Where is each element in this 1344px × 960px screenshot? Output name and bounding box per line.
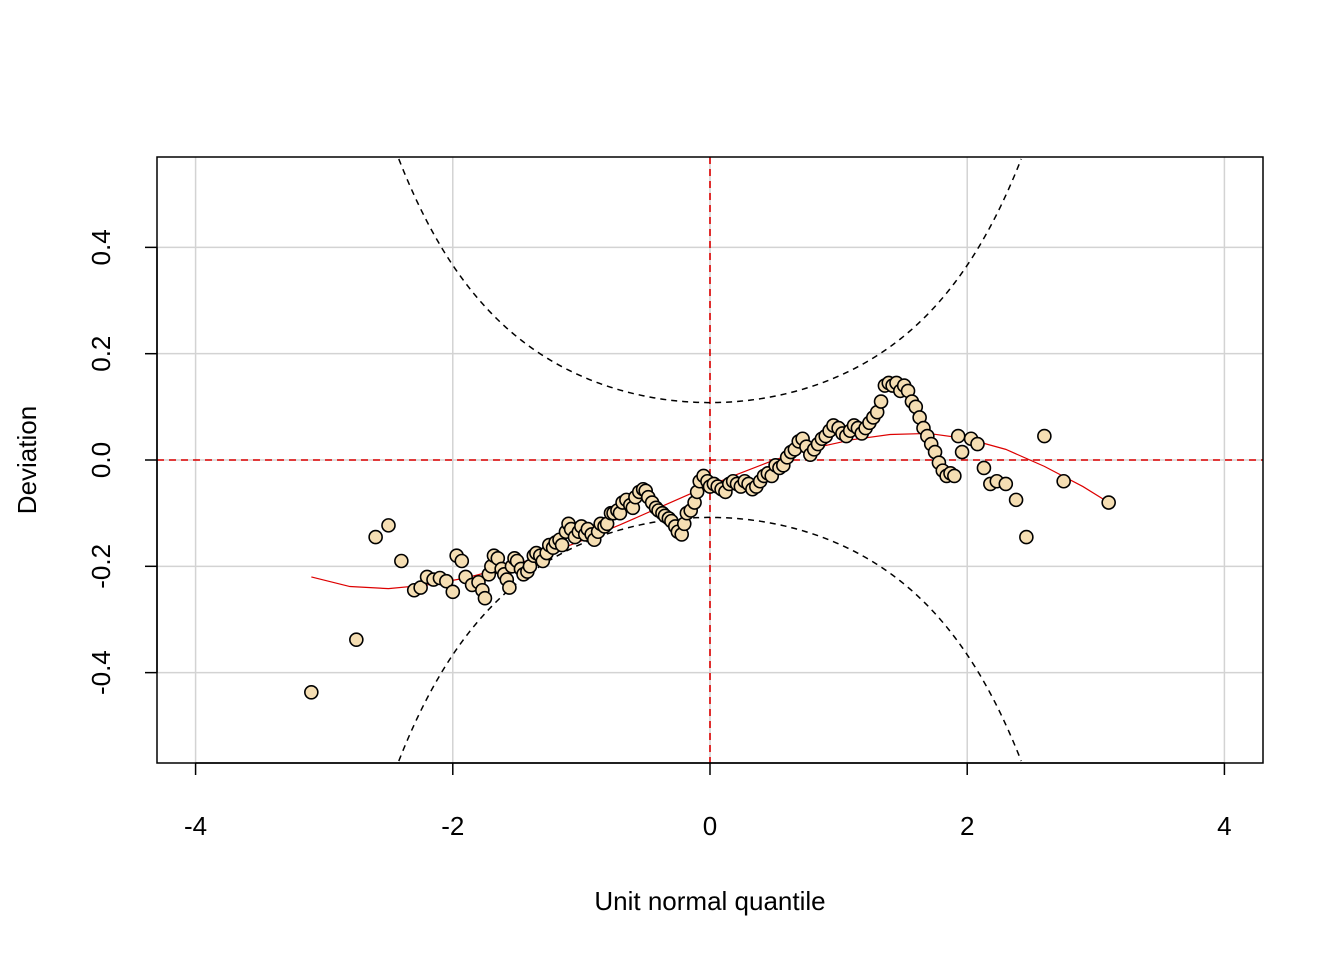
data-point [477,590,493,606]
data-point [950,428,966,444]
data-point [554,537,570,553]
x-tick-label: 4 [1217,811,1231,841]
y-axis: -0.4 -0.2 0.0 0.2 0.4 [86,229,158,695]
x-axis: -4 -2 0 2 4 [184,762,1232,841]
data-point [394,553,409,569]
data-point [1056,473,1071,489]
x-tick-label: 2 [960,811,974,841]
y-tick-label: 0.0 [86,442,116,478]
x-tick-label: 0 [703,811,717,841]
upper-confidence-curve [398,158,1022,404]
data-point [976,460,992,476]
y-tick-label: -0.2 [86,544,116,589]
data-point [304,684,319,700]
confidence-band [398,158,1022,762]
data-point [1101,495,1116,510]
x-tick-label: -4 [184,811,207,841]
y-tick-label: 0.4 [86,229,116,265]
lower-confidence-curve [398,516,1022,762]
data-point [439,573,454,589]
reference-lines [157,157,1263,763]
data-point [349,632,364,647]
data-point [970,436,985,452]
y-tick-label: -0.4 [86,650,116,695]
data-point [998,476,1014,492]
y-axis-title: Deviation [12,406,42,514]
data-point [1037,428,1052,444]
data-point [947,468,962,484]
data-point [954,444,970,460]
data-point [502,580,517,595]
data-point [873,394,889,409]
data-point [1008,492,1024,508]
x-axis-title: Unit normal quantile [594,886,825,916]
x-tick-label: -2 [441,811,464,841]
data-point [413,580,428,595]
y-tick-label: 0.2 [86,336,116,372]
data-point [454,553,470,569]
points-layer [304,375,1116,700]
data-point [1019,529,1034,545]
data-point [368,529,383,545]
data-point [445,584,461,600]
data-point [381,518,396,533]
